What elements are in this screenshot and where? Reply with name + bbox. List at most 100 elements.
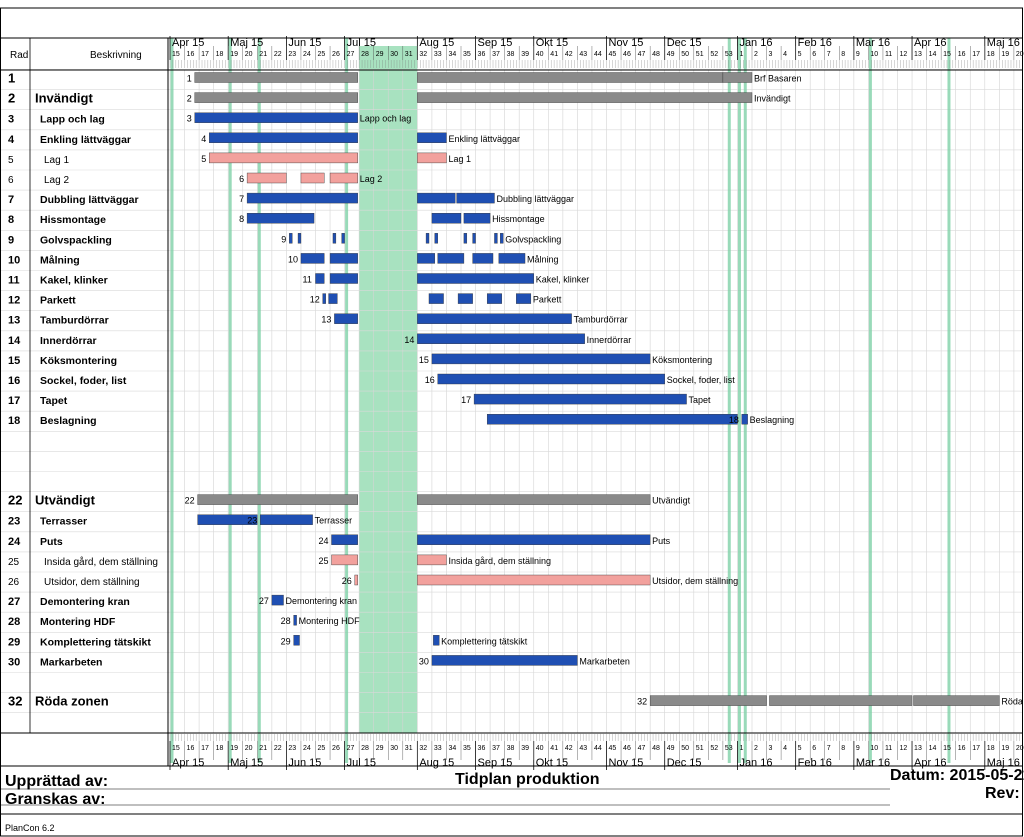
week-label: 36 [478, 745, 486, 752]
week-label: 19 [1001, 51, 1009, 58]
month-label: Dec 15 [667, 757, 702, 769]
week-label: 41 [550, 51, 558, 58]
task-bar [486, 414, 738, 425]
week-label: 47 [638, 745, 646, 752]
task-bar [417, 494, 651, 505]
month-label: Aug 15 [419, 37, 454, 49]
task-bar [209, 152, 358, 164]
row-description: Röda zonen [35, 694, 109, 709]
week-label: 53 [725, 51, 733, 58]
task-bar [431, 353, 651, 365]
row-number: 30 [8, 656, 20, 668]
month-label: Nov 15 [609, 757, 644, 769]
row-number: 5 [8, 155, 14, 166]
month-label: Jun 15 [288, 757, 321, 769]
task-bar [463, 212, 491, 224]
week-label: 16 [958, 51, 966, 58]
task-bar [322, 293, 326, 304]
row-description: Puts [40, 536, 63, 548]
bar-number: 14 [404, 335, 414, 345]
week-label: 39 [521, 51, 529, 58]
week-label: 17 [972, 51, 980, 58]
bar-number: 10 [288, 254, 298, 264]
week-label: 18 [987, 745, 995, 752]
rev-label: Rev: [985, 785, 1020, 802]
bar-number: 3 [187, 114, 192, 124]
frame-layer [0, 7, 1023, 837]
row-description: Insida gård, dem ställning [44, 556, 158, 568]
week-label: 27 [347, 51, 355, 58]
bar-number: 18 [729, 415, 739, 425]
bar-label: Enkling lättväggar [448, 134, 520, 144]
row-number: 12 [8, 295, 20, 307]
week-label: 22 [274, 51, 282, 58]
bar-number: 11 [303, 275, 312, 285]
week-label: 25 [318, 745, 326, 752]
week-label: 42 [565, 745, 573, 752]
week-label: 20 [1016, 51, 1024, 58]
task-bar [434, 233, 438, 244]
bar-number: 15 [419, 355, 429, 365]
month-label: Aug 15 [419, 757, 454, 769]
week-label: 10 [870, 51, 878, 58]
week-label: 29 [376, 745, 384, 752]
bar-label: Målning [527, 254, 559, 264]
milestone-line [727, 38, 731, 763]
week-label: 4 [783, 745, 787, 752]
task-bar [300, 172, 325, 184]
timeline-footer-axis: Apr 15 Maj 15 Jun 15 Jul 15 Aug 15 Sep 15 Okt … [169, 733, 1024, 770]
row-description: Utvändigt [35, 493, 96, 508]
row-description: Köksmontering [40, 355, 117, 367]
month-label: Feb 16 [798, 757, 832, 769]
datum-label: Datum: 2015-05-21 [890, 767, 1024, 784]
bar-number: 27 [259, 596, 269, 606]
week-label: 24 [303, 51, 311, 58]
task-bar [328, 293, 338, 304]
week-label: 7 [827, 745, 831, 752]
task-bar [260, 514, 313, 525]
timeline-header: Rad Beskrivning Apr 15 Maj 15 Jun 15 Jul 15 Au… [10, 36, 1024, 68]
row-description: Enkling lättväggar [40, 134, 131, 146]
week-label: 45 [609, 51, 617, 58]
bar-label: Dubbling lättväggar [496, 194, 574, 204]
week-label: 2 [754, 745, 758, 752]
task-bar [417, 273, 534, 284]
task-bar [498, 253, 526, 264]
task-bar [913, 695, 1000, 706]
week-label: 31 [405, 51, 413, 58]
month-label: Maj 15 [230, 37, 263, 49]
week-label: 3 [769, 51, 773, 58]
software-label: PlanCon 6.2 [5, 823, 55, 833]
bar-label: Köksmontering [652, 355, 712, 365]
week-label: 50 [681, 745, 689, 752]
rad-header: Rad [10, 50, 28, 61]
milestone-lines-layer [170, 38, 951, 763]
task-bar [417, 192, 456, 204]
week-label: 29 [376, 51, 384, 58]
bar-number: 2 [187, 94, 192, 104]
row-number: 4 [8, 134, 15, 146]
month-label: Sep 15 [478, 757, 513, 769]
week-label: 15 [943, 51, 951, 58]
task-bar [197, 514, 258, 525]
week-label: 20 [245, 745, 253, 752]
bar-number: 25 [319, 556, 329, 566]
week-label: 12 [900, 51, 908, 58]
task-bar [329, 253, 358, 264]
task-bar [331, 534, 358, 545]
milestone-line [947, 38, 951, 763]
week-label: 28 [361, 51, 369, 58]
week-label: 5 [798, 745, 802, 752]
row-number: 15 [8, 355, 20, 367]
week-label: 1 [739, 51, 743, 58]
bar-number: 30 [419, 656, 429, 666]
task-bar [516, 293, 532, 304]
row-description: Komplettering tätskikt [40, 636, 151, 648]
bar-label: Utsidor, dem ställning [652, 576, 738, 586]
task-bar [293, 635, 300, 646]
week-label: 33 [434, 745, 442, 752]
row-description: Tapet [40, 395, 68, 407]
week-label: 44 [594, 51, 602, 58]
week-label: 10 [870, 745, 878, 752]
